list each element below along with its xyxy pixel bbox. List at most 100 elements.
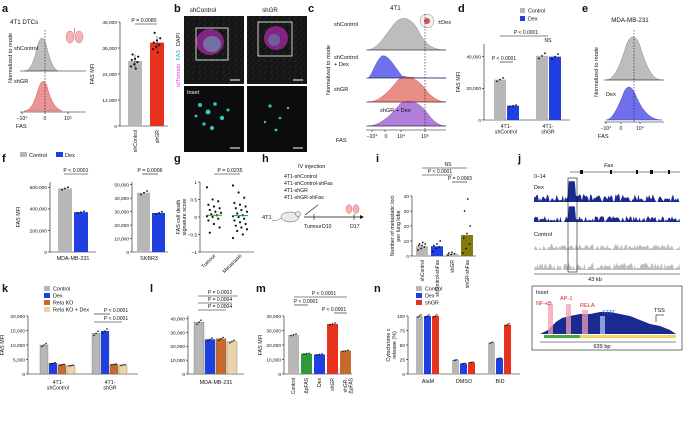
chart-k-bar: 0 5,000 10,000 15,000 20,000 FAS MFI ControlDe…: [0, 286, 138, 392]
chart-n-ytick-label: 75: [400, 328, 406, 334]
legend-f-swatch-1: [56, 152, 63, 157]
chart-n-ylabel: Cytochrome crelease (%): [386, 328, 398, 362]
hist-a-xtick-1: 0: [44, 116, 47, 122]
bar-i-shControl-shFas: [431, 246, 443, 256]
chart-g-ylabel: FAS cell deathsignature score: [176, 199, 188, 236]
chart-l-ytick-label: 40,000: [170, 317, 185, 323]
chart-f-right-bar: 0 10,000 20,000 30,000 40,000 50,000 SKBR3 P = …: [114, 168, 168, 262]
point-g: [238, 221, 242, 224]
point-l: [233, 339, 235, 342]
chart-k-ytick-label: 10,000: [10, 343, 25, 349]
pvalue-l-0: P = 0.0002: [208, 290, 232, 296]
point-i: [451, 251, 453, 254]
chart-n-ytick-label: 50: [400, 343, 406, 349]
point-i: [417, 244, 420, 247]
motif-tss: TSS: [654, 308, 665, 314]
panel-letter-l: l: [150, 283, 153, 295]
chart-m-ytick-label: 30,000: [266, 328, 281, 334]
bar-n-shGR: [468, 362, 475, 374]
point-k: [93, 334, 95, 337]
inset-zoom-shgr: [247, 86, 307, 152]
point-k: [43, 344, 45, 346]
xlabel-g-Metastasis: Metastasis: [222, 253, 244, 275]
hist-c-xtick-0: −10⁴: [366, 134, 377, 140]
bar-d-Control: [536, 55, 548, 120]
point-n: [461, 363, 463, 365]
xlabel-f1: MDA-MB-231: [57, 256, 90, 262]
motif-ap1: AP-1: [560, 296, 572, 302]
point-g: [210, 213, 213, 216]
point-k: [102, 332, 104, 335]
point-i: [447, 254, 449, 257]
point-a: [137, 55, 140, 58]
legend-k-swatch-3: [44, 307, 50, 312]
point-d: [554, 55, 556, 58]
inset-window-box: [567, 177, 578, 273]
chart-g-ytick-label: −0.5: [188, 232, 198, 238]
bar-k-Control: [91, 333, 101, 375]
panel-c-row-1b: + Dex: [334, 62, 349, 68]
point-g: [243, 196, 246, 199]
point-l: [218, 339, 220, 341]
legend-d-label-1: Dex: [528, 17, 538, 23]
bar-n-Dex: [496, 358, 503, 374]
pvalue-d-0: P < 0.0001: [514, 30, 538, 36]
point-n: [498, 357, 501, 360]
point-g: [234, 224, 237, 227]
point-m: [290, 334, 292, 337]
point-d: [515, 104, 517, 107]
hist-a-xtick-0: −10⁵: [17, 116, 28, 122]
legend-k-label-2: Rela KO: [53, 301, 73, 307]
xlabel-m-2: Dex: [317, 378, 323, 387]
inset-green-bar: [544, 335, 580, 338]
panel-h-d17: D17: [350, 224, 360, 230]
inset-box-shgr: [257, 21, 293, 57]
legend-n-swatch-0: [416, 286, 422, 291]
point-i: [466, 198, 469, 200]
panel-letter-b: b: [174, 3, 181, 15]
point-l: [231, 340, 233, 343]
track-dex-2: [534, 206, 680, 222]
chart-m-ytick-label: 40,000: [266, 314, 281, 320]
panel-j-range: 0–14: [534, 174, 546, 180]
point-k: [111, 364, 113, 366]
bar-k-Rela KO + Dex: [118, 364, 128, 375]
inset-peak: [540, 312, 676, 334]
panel-c-xlabel: FAS: [336, 138, 347, 144]
point-g: [244, 222, 247, 226]
bar-k-Rela KO: [109, 364, 119, 375]
point-k: [122, 364, 124, 366]
point-m: [303, 353, 305, 355]
point-i: [453, 252, 456, 255]
point-l: [198, 321, 200, 324]
motif-stat: STAT: [602, 310, 616, 316]
point-m: [344, 350, 347, 352]
chart-a-ytick-label: 12,000: [102, 98, 117, 104]
point-f1: [77, 212, 79, 214]
point-g: [212, 222, 216, 226]
point-g: [231, 184, 235, 187]
point-a: [136, 60, 139, 64]
panel-h-tumour: Tumour: [304, 224, 322, 230]
point-d: [557, 53, 559, 56]
chart-d-ytick-label: 0: [478, 118, 481, 124]
bar-n-Dex: [424, 316, 431, 374]
bar-n-Control: [488, 342, 495, 374]
chart-m-ylabel: FAS MFI: [258, 335, 264, 356]
xlabel-a-shGR: shGR: [155, 130, 161, 144]
point-m: [305, 352, 308, 355]
pvalue-i-1: P < 0.0001: [428, 169, 452, 175]
point-m: [295, 333, 297, 335]
bar-f1-Dex: [74, 212, 88, 252]
panel-j-scale: 43 kb: [588, 277, 602, 283]
point-g: [217, 217, 220, 220]
point-i: [438, 246, 441, 248]
point-g: [236, 229, 239, 233]
dish-icon-cells: [424, 18, 430, 24]
point-k: [97, 330, 99, 333]
track-control: [534, 244, 680, 250]
panel-letter-f: f: [2, 153, 6, 165]
pvalue-m-2: P < 0.0001: [322, 307, 346, 313]
